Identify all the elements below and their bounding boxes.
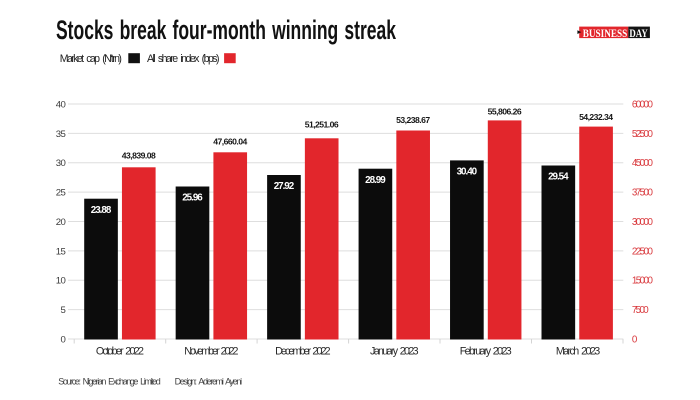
svg-text:30: 30 <box>56 158 66 169</box>
svg-text:51,251.06: 51,251.06 <box>305 119 339 129</box>
svg-text:Market cap (N’trn): Market cap (N’trn) <box>60 53 122 65</box>
svg-text:53,238.67: 53,238.67 <box>396 115 430 125</box>
svg-text:22500: 22500 <box>632 246 654 257</box>
svg-text:BUSINESS: BUSINESS <box>583 26 628 40</box>
svg-text:October 2022: October 2022 <box>96 345 144 357</box>
svg-text:0: 0 <box>60 334 65 345</box>
svg-text:52500: 52500 <box>632 129 654 140</box>
svg-text:January 2023: January 2023 <box>370 345 419 357</box>
svg-text:28.99: 28.99 <box>365 175 386 186</box>
svg-text:All share index (bps): All share index (bps) <box>147 53 220 65</box>
svg-text:DAY: DAY <box>629 26 648 40</box>
svg-text:25: 25 <box>56 188 66 199</box>
svg-text:27.92: 27.92 <box>274 181 295 192</box>
svg-text:25.96: 25.96 <box>182 193 203 204</box>
svg-text:30.40: 30.40 <box>457 167 478 178</box>
svg-text:November 2022: November 2022 <box>184 345 238 357</box>
svg-text:March 2023: March 2023 <box>556 345 600 357</box>
svg-text:15000: 15000 <box>632 276 654 287</box>
svg-text:45000: 45000 <box>632 158 654 169</box>
svg-text:55,806.26: 55,806.26 <box>488 107 522 117</box>
svg-text:15: 15 <box>56 246 66 257</box>
svg-text:10: 10 <box>56 276 66 287</box>
svg-text:43,839.08: 43,839.08 <box>122 150 156 160</box>
svg-text:29.54: 29.54 <box>548 172 569 183</box>
svg-text:February 2023: February 2023 <box>460 345 512 357</box>
svg-text:20: 20 <box>56 217 66 228</box>
svg-text:54,232.34: 54,232.34 <box>579 112 613 122</box>
svg-text:7500: 7500 <box>632 305 649 316</box>
svg-text:23.88: 23.88 <box>91 205 112 216</box>
svg-text:0: 0 <box>632 334 638 345</box>
svg-text:December 2022: December 2022 <box>275 345 331 357</box>
svg-text:40: 40 <box>56 99 66 110</box>
svg-text:47,660.04: 47,660.04 <box>213 137 247 147</box>
svg-text:37500: 37500 <box>632 188 654 199</box>
svg-text:35: 35 <box>56 129 66 140</box>
svg-text:Stocks break four-month winnin: Stocks break four-month winning streak <box>56 15 396 45</box>
svg-text:Design: Aderemi Ayeni: Design: Aderemi Ayeni <box>175 377 243 387</box>
svg-text:30000: 30000 <box>632 217 654 228</box>
svg-text:60000: 60000 <box>632 99 654 110</box>
svg-text:5: 5 <box>60 305 65 316</box>
svg-text:Source: Nigerian Exchange Limi: Source: Nigerian Exchange Limited <box>58 377 161 387</box>
